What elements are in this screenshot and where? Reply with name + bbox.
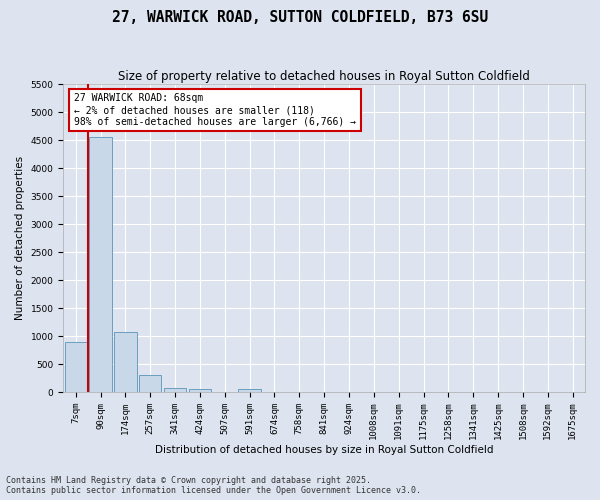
Title: Size of property relative to detached houses in Royal Sutton Coldfield: Size of property relative to detached ho… [118, 70, 530, 83]
Y-axis label: Number of detached properties: Number of detached properties [15, 156, 25, 320]
Bar [164, 388, 186, 392]
Bar [65, 342, 87, 392]
Text: 27, WARWICK ROAD, SUTTON COLDFIELD, B73 6SU: 27, WARWICK ROAD, SUTTON COLDFIELD, B73 … [112, 10, 488, 25]
Bar [89, 138, 112, 392]
Bar [114, 332, 137, 392]
Bar [189, 388, 211, 392]
Bar [238, 390, 261, 392]
Text: 27 WARWICK ROAD: 68sqm
← 2% of detached houses are smaller (118)
98% of semi-det: 27 WARWICK ROAD: 68sqm ← 2% of detached … [74, 94, 356, 126]
Text: Contains HM Land Registry data © Crown copyright and database right 2025.
Contai: Contains HM Land Registry data © Crown c… [6, 476, 421, 495]
X-axis label: Distribution of detached houses by size in Royal Sutton Coldfield: Distribution of detached houses by size … [155, 445, 493, 455]
Bar [139, 376, 161, 392]
